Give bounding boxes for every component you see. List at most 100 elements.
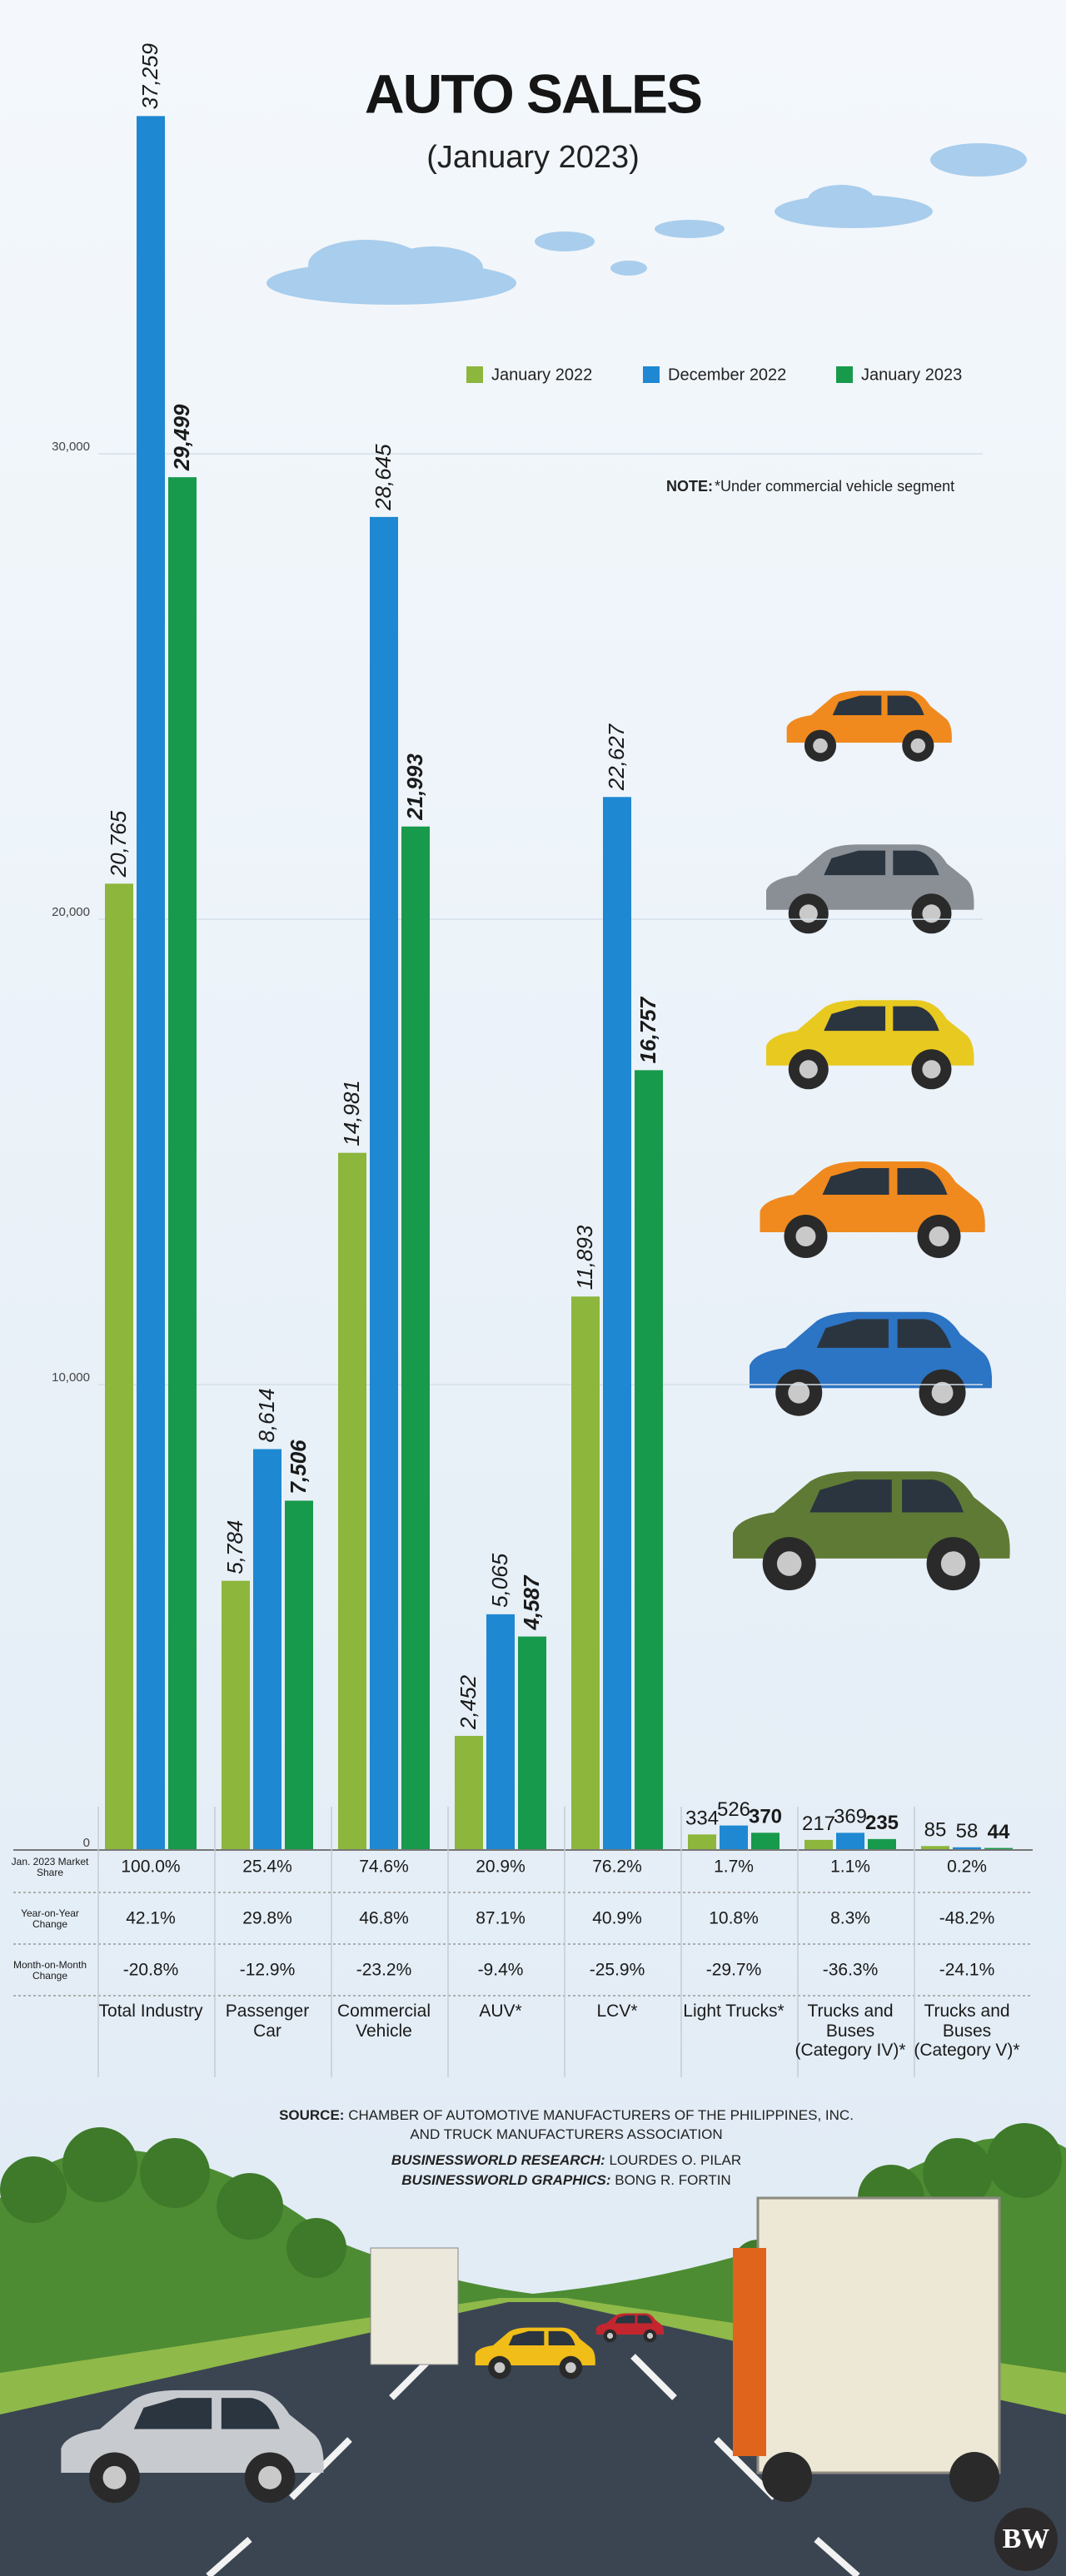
clouds xyxy=(266,143,1027,305)
table-cell: -36.3% xyxy=(823,1961,879,1980)
value-label: 29,499 xyxy=(169,404,194,471)
value-label: 11,893 xyxy=(572,1225,597,1290)
value-label: 526 xyxy=(717,1798,750,1821)
table-cell: 8.3% xyxy=(830,1909,870,1928)
legend-label: January 2023 xyxy=(861,366,962,384)
research-label: BUSINESSWORLD RESEARCH: xyxy=(391,2152,605,2168)
table-cell: 29.8% xyxy=(242,1909,292,1928)
graphics: BUSINESSWORLD GRAPHICS: BONG R. FORTIN xyxy=(275,2171,858,2191)
value-label: 7,506 xyxy=(286,1440,311,1494)
bar xyxy=(285,1500,313,1850)
chart-title: AUTO SALES xyxy=(365,62,701,124)
research-name: LOURDES O. PILAR xyxy=(609,2152,742,2168)
value-label: 370 xyxy=(749,1806,782,1828)
bar xyxy=(486,1614,515,1850)
table-cell: 87.1% xyxy=(476,1909,526,1928)
y-tick-label: 20,000 xyxy=(52,905,90,919)
bar xyxy=(868,1838,896,1850)
table-cell: -29.7% xyxy=(706,1961,762,1980)
value-label: 58 xyxy=(956,1820,979,1842)
table-cell: 100.0% xyxy=(121,1857,180,1877)
legend-label: December 2022 xyxy=(668,366,786,384)
source-label: SOURCE: xyxy=(279,2107,345,2123)
x-tick-label: LCV* xyxy=(596,2002,638,2021)
x-tick-label: Trucks and Buses (Category IV)* xyxy=(795,2002,906,2061)
legend-swatch xyxy=(643,366,660,383)
bar xyxy=(401,826,430,1850)
table-cell: 46.8% xyxy=(359,1909,409,1928)
value-label: 44 xyxy=(988,1821,1010,1843)
bar xyxy=(953,1847,981,1850)
value-label: 2,452 xyxy=(456,1674,481,1730)
x-tick-label: AUV* xyxy=(479,2002,522,2021)
legend-label: January 2022 xyxy=(491,366,592,384)
road-scene xyxy=(0,2123,1066,2576)
value-label: 16,757 xyxy=(635,996,660,1063)
x-tick-label: Trucks and Buses (Category V)* xyxy=(914,2002,1020,2061)
y-tick-label: 10,000 xyxy=(52,1370,90,1385)
value-label: 369 xyxy=(834,1806,867,1828)
bar xyxy=(137,116,165,1851)
value-label: 334 xyxy=(685,1808,719,1830)
table-cell: 1.7% xyxy=(714,1857,754,1877)
table-cell: -24.1% xyxy=(939,1961,995,1980)
value-label: 20,765 xyxy=(106,810,131,878)
y-tick-label: 30,000 xyxy=(52,440,90,454)
graphics-name: BONG R. FORTIN xyxy=(615,2172,731,2188)
chart-subtitle: (January 2023) xyxy=(426,140,640,175)
x-tick-label: Total Industry xyxy=(98,2002,203,2021)
y-tick-label: 0 xyxy=(83,1836,90,1850)
bar xyxy=(338,1152,366,1850)
value-label: 37,259 xyxy=(137,43,162,110)
table-cell: -48.2% xyxy=(939,1909,995,1928)
table-cell: 10.8% xyxy=(709,1909,759,1928)
value-label: 235 xyxy=(865,1812,899,1834)
table-cell: 1.1% xyxy=(830,1857,870,1877)
graphics-label: BUSINESSWORLD GRAPHICS: xyxy=(401,2172,611,2188)
bar xyxy=(518,1636,546,1850)
bar xyxy=(688,1834,716,1850)
bar xyxy=(105,883,133,1850)
source-text: CHAMBER OF AUTOMOTIVE MANUFACTURERS OF T… xyxy=(348,2107,854,2142)
value-label: 28,645 xyxy=(371,444,396,511)
table-cell: -23.2% xyxy=(356,1961,412,1980)
bar xyxy=(455,1735,483,1850)
value-label: 14,981 xyxy=(339,1080,364,1146)
note-label: NOTE: xyxy=(666,478,713,495)
logo-badge xyxy=(994,2508,1058,2571)
bar xyxy=(222,1580,250,1850)
table-cell: 0.2% xyxy=(947,1857,987,1877)
table-cell: 42.1% xyxy=(126,1909,176,1928)
table-cell: 25.4% xyxy=(242,1857,292,1877)
bar xyxy=(720,1825,748,1850)
value-label: 217 xyxy=(802,1813,835,1835)
bar xyxy=(253,1449,281,1850)
bar xyxy=(635,1070,663,1850)
value-label: 4,587 xyxy=(519,1574,544,1631)
value-label: 8,614 xyxy=(254,1388,279,1442)
table-cell: -25.9% xyxy=(590,1961,645,1980)
table-cell: 76.2% xyxy=(592,1857,642,1877)
row-label: Year-on-Year Change xyxy=(21,1907,79,1931)
legend-swatch xyxy=(836,366,853,383)
x-tick-label: Light Trucks* xyxy=(683,2002,785,2021)
bar xyxy=(921,1846,949,1850)
row-label: Month-on-Month Change xyxy=(12,1959,87,1982)
research: BUSINESSWORLD RESEARCH: LOURDES O. PILAR xyxy=(275,2151,858,2171)
table-cell: -12.9% xyxy=(240,1961,296,1980)
table-cell: 20.9% xyxy=(476,1857,526,1877)
legend-swatch xyxy=(466,366,483,383)
value-label: 21,993 xyxy=(402,753,427,821)
table-cell: -20.8% xyxy=(123,1961,179,1980)
bar xyxy=(370,516,398,1850)
note: *Under commercial vehicle segment xyxy=(715,478,954,495)
bar xyxy=(804,1839,833,1850)
bar xyxy=(751,1833,780,1850)
value-label: 5,065 xyxy=(487,1553,512,1608)
x-tick-label: Passenger Car xyxy=(225,2002,310,2041)
bar xyxy=(836,1833,864,1850)
bar xyxy=(168,477,197,1850)
bar xyxy=(571,1296,600,1850)
